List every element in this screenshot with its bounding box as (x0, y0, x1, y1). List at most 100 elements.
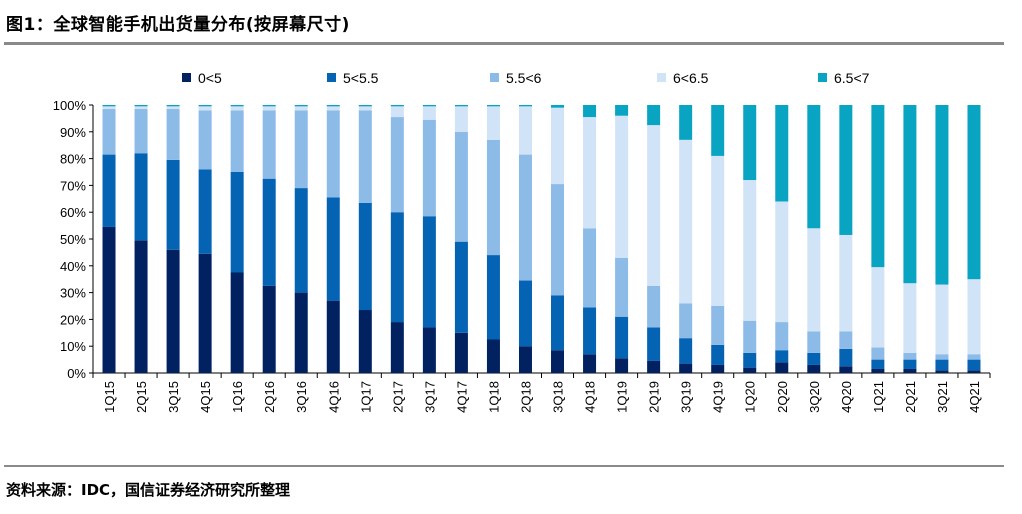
bar-segment-5-5-6-3Q15 (166, 109, 180, 160)
x-tick-label: 1Q19 (615, 381, 630, 413)
x-tick-label: 3Q21 (935, 381, 950, 413)
x-tick-label: 1Q21 (871, 381, 886, 413)
bar-segment-5-5-5-4Q21 (967, 359, 981, 371)
bar-segment-5-5-6-1Q15 (102, 109, 116, 155)
bar-segment-0-5-2Q18 (518, 346, 532, 373)
bar-segment-6-5-7-1Q19 (615, 105, 629, 116)
legend-label: 6.5<7 (834, 70, 870, 86)
bar-segment-0-5-1Q17 (358, 310, 372, 373)
bar-segment-6-5-7-1Q21 (871, 105, 885, 268)
bar-segment-5-5-6-4Q17 (454, 131, 468, 242)
bar-segment-0-5-3Q18 (551, 350, 565, 373)
x-tick-label: 3Q18 (551, 381, 566, 413)
bar-segment-5-5-6-3Q16 (294, 110, 308, 189)
bar-segment-6-6-5-2Q16 (262, 106, 276, 111)
x-tick-label: 1Q16 (230, 381, 245, 413)
bar-segment-5-5-5-3Q19 (679, 338, 693, 364)
bar-segment-6-5-7-4Q15 (198, 105, 212, 107)
bar-segment-6-5-7-2Q20 (775, 105, 789, 202)
bar-segment-6-5-7-3Q18 (551, 105, 565, 108)
bar-segment-0-5-3Q15 (166, 249, 180, 373)
bar-segment-5-5-5-3Q16 (294, 188, 308, 293)
bar-segment-5-5-6-3Q20 (807, 331, 821, 353)
bar-segment-0-5-1Q16 (230, 272, 244, 373)
bar-segment-5-5-5-3Q18 (551, 295, 565, 351)
bar-segment-5-5-5-2Q18 (518, 280, 532, 347)
bar-segment-5-5-5-3Q17 (422, 216, 436, 328)
bar-segment-6-5-7-3Q16 (294, 105, 308, 107)
x-tick-label: 1Q15 (102, 381, 117, 413)
bar-segment-0-5-1Q19 (615, 358, 629, 373)
bar-segment-5-5-6-2Q19 (647, 285, 661, 328)
bar-segment-0-5-2Q15 (134, 240, 148, 373)
bar-segment-5-5-6-2Q17 (390, 117, 404, 213)
bar-segment-6-6-5-2Q18 (518, 106, 532, 155)
bar-segment-5-5-6-1Q19 (615, 257, 629, 317)
bar-segment-5-5-6-4Q16 (326, 110, 340, 198)
bar-segment-6-6-5-4Q19 (711, 155, 725, 306)
bar-segment-0-5-1Q21 (871, 368, 885, 373)
bar-segment-5-5-5-2Q19 (647, 327, 661, 361)
legend-label: 5<5.5 (343, 70, 379, 86)
y-tick-label: 90% (60, 125, 86, 140)
x-tick-label: 2Q18 (518, 381, 533, 413)
bar-segment-6-5-7-2Q15 (134, 105, 148, 107)
bar-segment-5-5-6-2Q15 (134, 109, 148, 154)
bar-segment-5-5-5-1Q20 (743, 352, 757, 368)
bar-segment-5-5-6-1Q16 (230, 110, 244, 172)
bar-segment-5-5-5-2Q16 (262, 178, 276, 286)
bar-segment-0-5-4Q17 (454, 332, 468, 373)
bar-segment-5-5-6-3Q18 (551, 184, 565, 296)
bar-segment-0-5-4Q15 (198, 253, 212, 373)
bar-segment-0-5-2Q16 (262, 285, 276, 373)
bar-segment-5-5-6-2Q20 (775, 322, 789, 351)
y-tick-label: 100% (53, 98, 87, 113)
x-tick-label: 3Q17 (422, 381, 437, 413)
bar-segment-5-5-6-4Q20 (839, 331, 853, 349)
bar-segment-5-5-5-3Q20 (807, 352, 821, 365)
x-tick-label: 4Q15 (198, 381, 213, 413)
source-note: 资料来源：IDC，国信证券经济研究所整理 (6, 481, 291, 499)
bar-segment-6-5-7-4Q19 (711, 105, 725, 156)
bar-segment-5-5-5-1Q19 (615, 316, 629, 359)
bar-segment-6-6-5-2Q19 (647, 125, 661, 286)
bar-segment-5-5-6-4Q21 (967, 354, 981, 360)
bar-segment-0-5-2Q21 (903, 368, 917, 373)
bar-segment-6-6-5-1Q20 (743, 180, 757, 321)
x-tick-label: 4Q18 (583, 381, 598, 413)
bar-segment-6-6-5-1Q15 (102, 106, 116, 110)
bar-segment-5-5-5-1Q15 (102, 154, 116, 227)
bar-segment-5-5-6-4Q19 (711, 306, 725, 345)
x-tick-label: 4Q16 (326, 381, 341, 413)
bar-segment-6-6-5-4Q20 (839, 234, 853, 332)
chart-title: 图1：全球智能手机出货量分布(按屏幕尺寸) (6, 15, 350, 35)
y-tick-label: 80% (60, 152, 86, 167)
bar-segment-5-5-5-4Q17 (454, 241, 468, 333)
bar-segment-6-6-5-4Q18 (583, 117, 597, 229)
bar-segment-0-5-1Q15 (102, 226, 116, 373)
bar-segment-0-5-2Q20 (775, 362, 789, 373)
legend-swatch (327, 73, 336, 82)
x-tick-label: 2Q19 (647, 381, 662, 413)
bar-segment-0-5-4Q20 (839, 366, 853, 373)
y-tick-label: 30% (60, 286, 86, 301)
x-tick-label: 2Q16 (262, 381, 277, 413)
legend-swatch (182, 73, 191, 82)
x-tick-label: 2Q15 (134, 381, 149, 413)
bar-segment-5-5-5-2Q20 (775, 350, 789, 363)
bar-segment-6-5-7-1Q20 (743, 105, 757, 181)
bar-segment-5-5-5-1Q21 (871, 359, 885, 369)
bar-segment-6-6-5-3Q17 (422, 106, 436, 120)
bar-segment-5-5-5-4Q18 (583, 307, 597, 355)
bar-segment-5-5-6-1Q18 (486, 139, 500, 256)
bar-segment-6-6-5-2Q15 (134, 106, 148, 110)
legend-swatch (657, 73, 666, 82)
bar-segment-5-5-6-2Q18 (518, 154, 532, 281)
bar-segment-6-6-5-2Q17 (390, 106, 404, 118)
bar-segment-6-5-7-4Q16 (326, 105, 340, 107)
y-tick-label: 0% (67, 366, 86, 381)
bar-segment-6-6-5-3Q19 (679, 139, 693, 304)
bar-segment-6-5-7-2Q19 (647, 105, 661, 126)
x-tick-label: 4Q21 (967, 381, 982, 413)
